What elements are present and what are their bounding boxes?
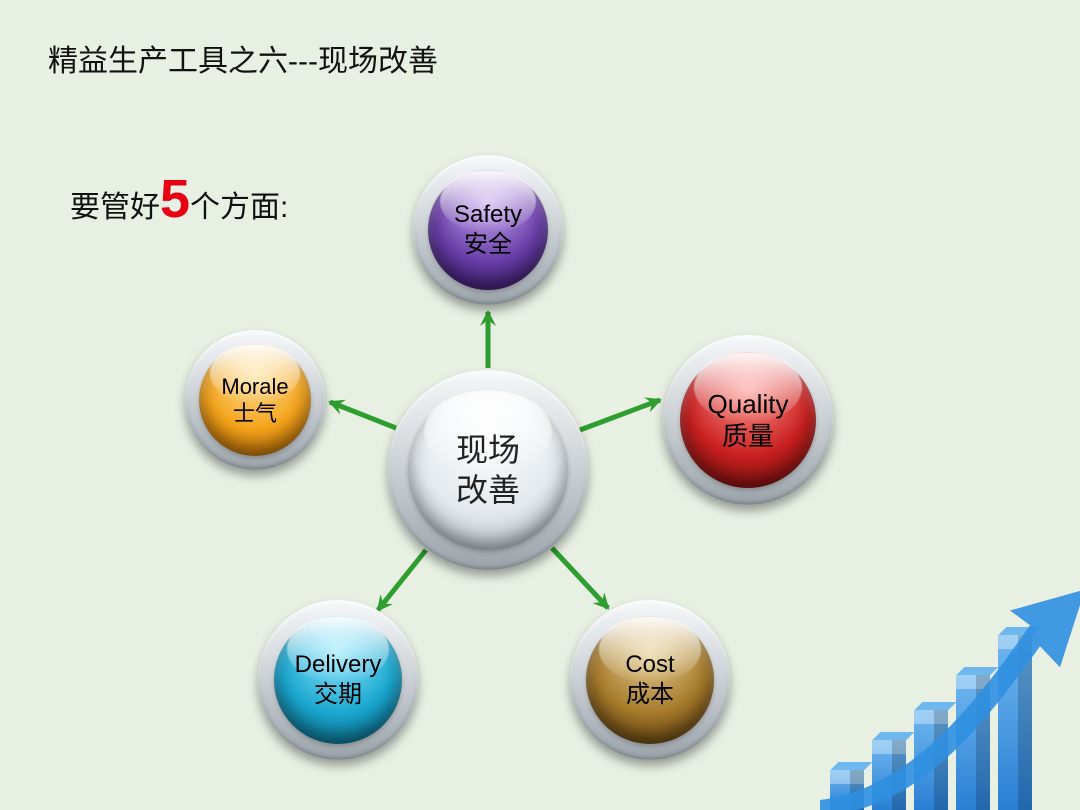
center-node-line2: 改善 (456, 470, 520, 510)
node-safety-line1: Safety (454, 200, 522, 230)
center-node-label: 现场改善 (456, 430, 520, 510)
node-delivery-label: Delivery交期 (295, 650, 382, 710)
node-cost: Cost成本 (570, 600, 730, 760)
arrow-1 (580, 400, 660, 430)
subtitle-number: 5 (160, 169, 190, 229)
node-cost-label: Cost成本 (625, 650, 674, 710)
corner-barchart (830, 600, 1080, 810)
node-morale-line2: 士气 (221, 400, 288, 428)
node-cost-line1: Cost (625, 650, 674, 680)
node-quality-line2: 质量 (708, 420, 789, 453)
node-cost-line2: 成本 (625, 680, 674, 710)
node-morale-label: Morale士气 (221, 373, 288, 428)
node-safety-label: Safety安全 (454, 200, 522, 260)
node-delivery-line2: 交期 (295, 680, 382, 710)
arrow-3 (378, 550, 426, 610)
subtitle: 要管好5个方面: (70, 168, 288, 230)
node-delivery-line1: Delivery (295, 650, 382, 680)
arrow-2 (552, 548, 608, 608)
node-delivery: Delivery交期 (258, 600, 418, 760)
node-safety: Safety安全 (413, 155, 563, 305)
center-node: 现场改善 (388, 370, 588, 570)
subtitle-pre: 要管好 (70, 191, 160, 224)
node-quality-label: Quality质量 (708, 388, 789, 453)
node-quality-line1: Quality (708, 388, 789, 421)
corner-swoosh (830, 600, 1080, 810)
slide-title: 精益生产工具之六---现场改善 (48, 36, 438, 80)
node-morale-line1: Morale (221, 373, 288, 401)
arrow-4 (330, 402, 396, 428)
node-safety-line2: 安全 (454, 230, 522, 260)
node-morale: Morale士气 (185, 330, 325, 470)
node-quality: Quality质量 (663, 335, 833, 505)
subtitle-post: 个方面: (190, 191, 288, 224)
center-node-line1: 现场 (456, 430, 520, 470)
slide: 精益生产工具之六---现场改善要管好5个方面: 现场改善 Safety安全 Quali… (0, 0, 1080, 810)
